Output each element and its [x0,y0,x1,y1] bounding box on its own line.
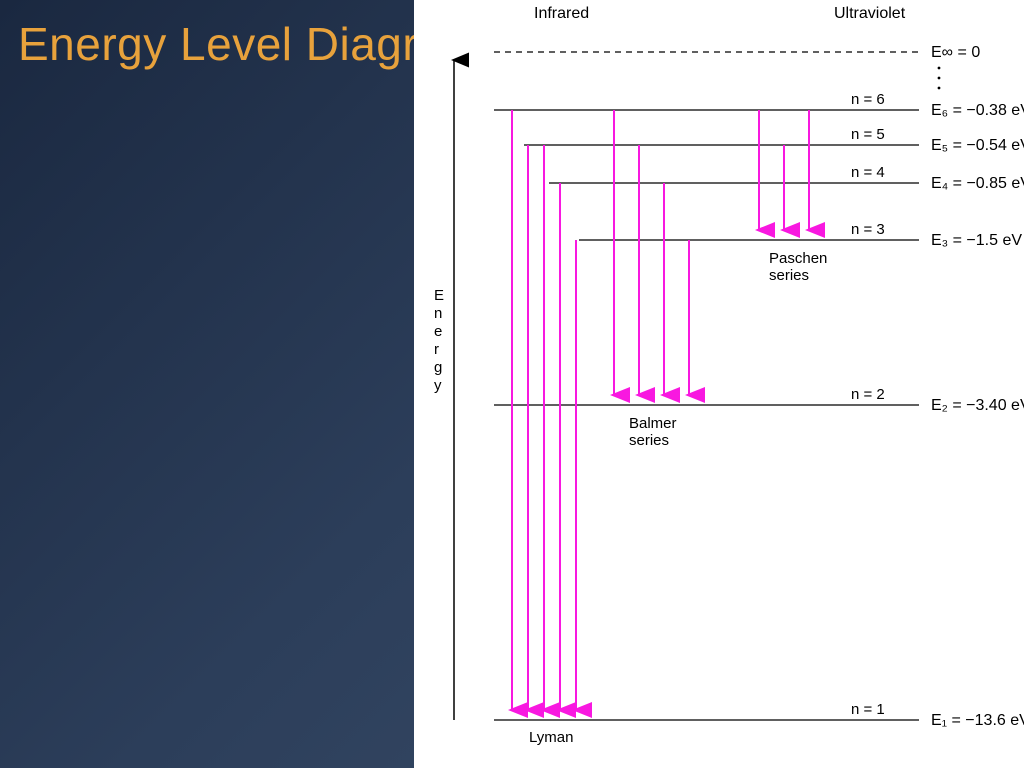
level-e-label: E₆ = −0.38 eV [931,102,1024,119]
level-e-label: E₃ = −1.5 eV [931,232,1022,249]
energy-axis-label: g [434,359,442,376]
ultraviolet-label: Ultraviolet [834,5,906,22]
ellipsis-dot [938,67,941,70]
series-label-lyman: Lyman [529,729,573,746]
series-label-balmer: Balmer [629,415,677,432]
level-n-label: n = 3 [851,221,885,238]
energy-axis-label: E [434,287,444,304]
ellipsis-dot [938,77,941,80]
level-e-label: E₂ = −3.40 eV [931,397,1024,414]
energy-level-diagram: Infrared Ultraviolet Energy E∞ = 0 n = 6 E₆ =… [414,0,1024,768]
series-label-balmer: series [629,432,669,449]
ellipsis-dot [938,87,941,90]
level-e-label: E₄ = −0.85 eV [931,175,1024,192]
energy-axis-label: y [434,377,442,394]
energy-axis-label: n [434,305,442,322]
level-n-label: n = 4 [851,164,885,181]
series-label-paschen: series [769,267,809,284]
level-e-label: E₁ = −13.6 eV [931,712,1024,729]
energy-axis-label: e [434,323,442,340]
level-e-label: E₅ = −0.54 eV [931,137,1024,154]
level-n-label: n = 2 [851,386,885,403]
infrared-label: Infrared [534,5,589,22]
level-n-label: n = 5 [851,126,885,143]
level-e-label: E∞ = 0 [931,44,980,61]
level-n-label: n = 6 [851,91,885,108]
level-n-label: n = 1 [851,701,885,718]
series-label-paschen: Paschen [769,250,827,267]
energy-axis-label: r [434,341,439,358]
